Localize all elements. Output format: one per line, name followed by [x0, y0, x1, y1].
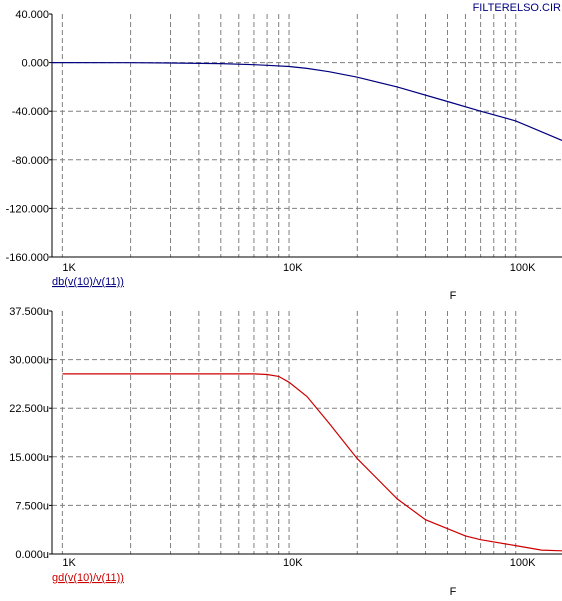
y-tick-label: 7.500u: [15, 500, 49, 512]
y-tick-label: 40.000: [15, 9, 49, 21]
y-tick-label: 37.500u: [9, 306, 49, 318]
x-tick-label: 100K: [510, 557, 536, 569]
x-axis-label: F: [450, 586, 457, 598]
x-tick-label: 10K: [283, 262, 303, 274]
y-tick-label: -40.000: [12, 106, 49, 118]
y-tick-label: 30.000u: [9, 355, 49, 367]
y-tick-label: 0.000: [21, 58, 49, 70]
y-tick-label: -80.000: [12, 155, 49, 167]
y-tick-label: -160.000: [6, 252, 49, 264]
magnitude-plot: 40.000 0.000 -40.000 -80.000 -120.000 -160.00…: [6, 9, 562, 302]
x-tick-label: 100K: [510, 262, 536, 274]
group-delay-plot: 37.500u 30.000u 22.500u 15.000u 7.500u 0.000u…: [9, 306, 562, 598]
y-tick-label: -120.000: [6, 203, 49, 215]
y-tick-label: 0.000u: [15, 549, 49, 561]
x-axis-label: F: [450, 290, 457, 302]
window-title: FILTERELSO.CIR: [473, 2, 561, 14]
x-tick-label: 1K: [62, 262, 76, 274]
group-delay-trace: [62, 373, 562, 552]
magnitude-trace-label: db(v(10)/v(11)): [52, 276, 124, 288]
x-tick-label: 10K: [283, 557, 303, 569]
y-tick-label: 15.000u: [9, 452, 49, 464]
magnitude-trace: [52, 61, 562, 141]
group-delay-trace-label: gd(v(10)/v(11)): [52, 572, 124, 584]
y-tick-label: 22.500u: [9, 403, 49, 415]
x-tick-label: 1K: [62, 557, 76, 569]
